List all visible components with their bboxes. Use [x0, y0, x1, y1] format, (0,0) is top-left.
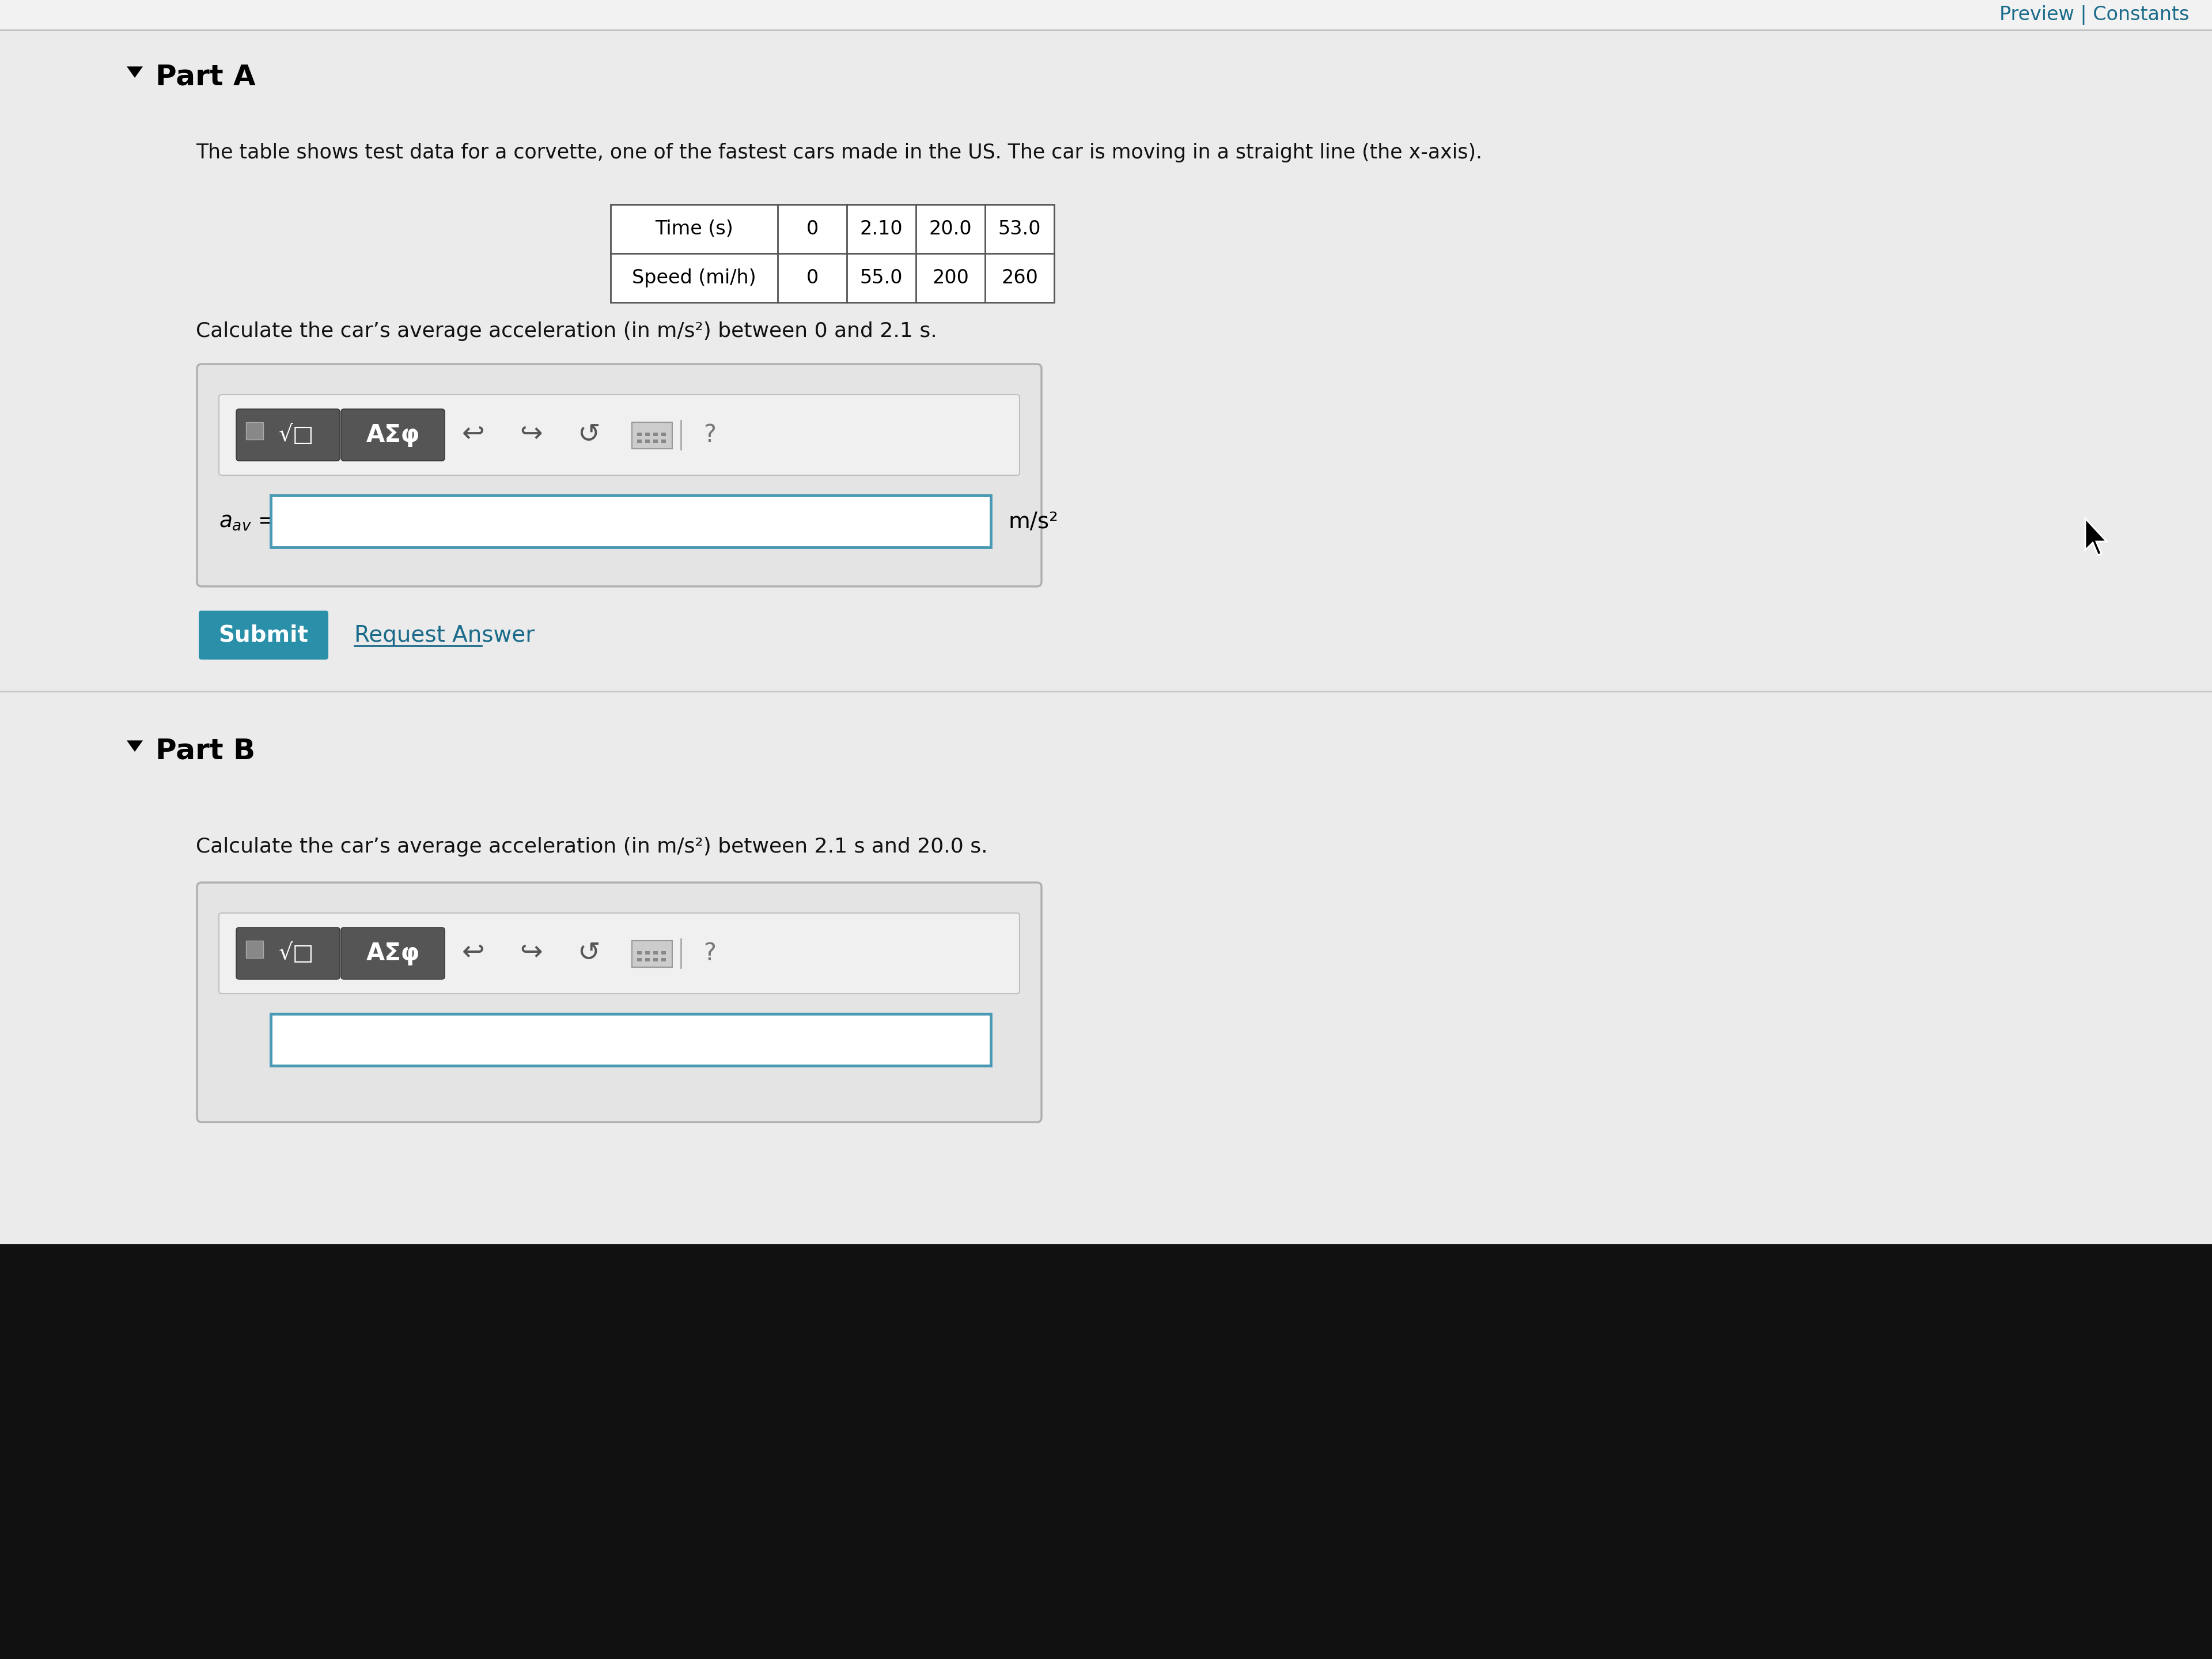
Text: 53.0: 53.0 — [998, 219, 1042, 239]
Text: Part B: Part B — [155, 737, 254, 765]
Bar — [611, 204, 1055, 302]
Bar — [0, 1244, 2212, 1659]
Text: Part A: Part A — [155, 63, 257, 91]
Text: m/s²: m/s² — [1009, 511, 1057, 533]
Text: 20.0: 20.0 — [929, 219, 971, 239]
Bar — [653, 440, 657, 443]
FancyBboxPatch shape — [197, 363, 1042, 586]
Text: 260: 260 — [1002, 269, 1037, 287]
FancyBboxPatch shape — [237, 927, 341, 979]
Bar — [246, 941, 263, 957]
Bar — [646, 440, 650, 443]
FancyBboxPatch shape — [197, 883, 1042, 1121]
Bar — [637, 951, 641, 954]
Text: $a_{av}$ =: $a_{av}$ = — [219, 511, 274, 531]
Text: 200: 200 — [931, 269, 969, 287]
Text: AΣφ: AΣφ — [365, 941, 420, 966]
Bar — [653, 957, 657, 962]
Bar — [653, 433, 657, 436]
Bar — [246, 423, 263, 440]
Text: √□: √□ — [279, 425, 314, 446]
Text: √□: √□ — [279, 942, 314, 964]
FancyBboxPatch shape — [219, 395, 1020, 474]
Bar — [646, 951, 650, 954]
Text: ↺: ↺ — [577, 421, 599, 448]
Text: Calculate the car’s average acceleration (in m/s²) between 0 and 2.1 s.: Calculate the car’s average acceleration… — [197, 322, 938, 342]
Text: Time (s): Time (s) — [655, 219, 732, 239]
FancyBboxPatch shape — [219, 912, 1020, 994]
Bar — [661, 433, 666, 436]
Text: Speed (mi/h): Speed (mi/h) — [633, 269, 757, 287]
Bar — [661, 951, 666, 954]
Polygon shape — [2086, 518, 2106, 556]
Bar — [270, 1014, 991, 1065]
Text: Calculate the car’s average acceleration (in m/s²) between 2.1 s and 20.0 s.: Calculate the car’s average acceleration… — [197, 838, 989, 856]
Bar — [633, 423, 672, 448]
Polygon shape — [126, 740, 144, 752]
FancyBboxPatch shape — [341, 927, 445, 979]
Bar — [646, 957, 650, 962]
Text: 0: 0 — [805, 219, 818, 239]
Bar — [633, 941, 672, 967]
Text: 2.10: 2.10 — [860, 219, 902, 239]
Bar — [637, 440, 641, 443]
Bar — [653, 951, 657, 954]
Text: ↪: ↪ — [520, 421, 542, 448]
FancyBboxPatch shape — [199, 611, 327, 660]
Bar — [646, 433, 650, 436]
Text: ↪: ↪ — [520, 941, 542, 966]
Bar — [270, 496, 991, 547]
Text: ↺: ↺ — [577, 941, 599, 966]
Text: ?: ? — [703, 941, 717, 966]
Bar — [661, 440, 666, 443]
Text: The table shows test data for a corvette, one of the fastest cars made in the US: The table shows test data for a corvette… — [197, 143, 1482, 163]
Bar — [0, 0, 2212, 30]
Text: ↩: ↩ — [462, 941, 484, 966]
Text: Submit: Submit — [219, 624, 307, 645]
Text: Preview | Constants: Preview | Constants — [2000, 5, 2190, 25]
FancyBboxPatch shape — [341, 410, 445, 461]
Polygon shape — [126, 66, 144, 78]
Text: ?: ? — [703, 423, 717, 446]
FancyBboxPatch shape — [237, 410, 341, 461]
Bar — [637, 957, 641, 962]
Text: AΣφ: AΣφ — [365, 423, 420, 446]
Text: Request Answer: Request Answer — [354, 624, 535, 645]
Bar — [661, 957, 666, 962]
Text: 55.0: 55.0 — [860, 269, 902, 287]
Text: ↩: ↩ — [462, 421, 484, 448]
Text: 0: 0 — [805, 269, 818, 287]
Bar — [637, 433, 641, 436]
